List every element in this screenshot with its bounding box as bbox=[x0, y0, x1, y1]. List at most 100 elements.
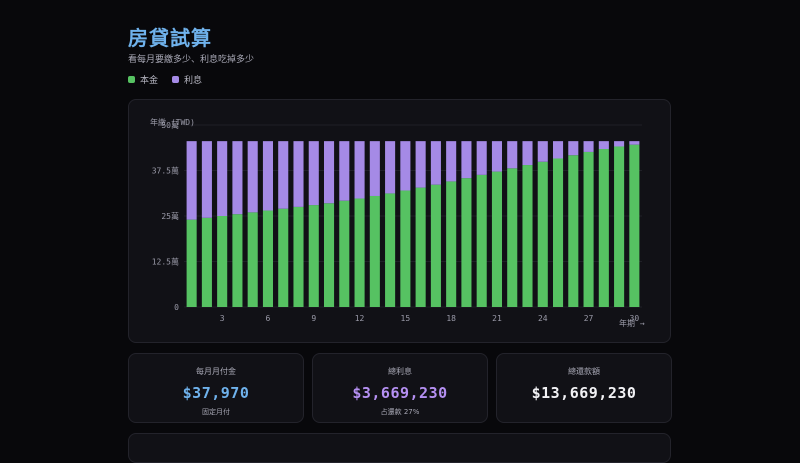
legend-label-principal: 本金 bbox=[140, 76, 159, 86]
bar-principal-year-28[interactable] bbox=[598, 149, 609, 307]
bar-interest-year-21[interactable] bbox=[491, 141, 503, 172]
bar-principal-year-27[interactable] bbox=[583, 151, 594, 307]
x-tick-label: 18 bbox=[446, 314, 456, 323]
bar-interest-year-10[interactable] bbox=[323, 141, 335, 204]
bar-interest-year-6[interactable] bbox=[262, 141, 274, 211]
mortgage-calculator-page: 房貸試算 看每月要繳多少、利息吃掉多少 本金 利息 0 12.5萬 25萬 37.5萬… bbox=[128, 26, 672, 463]
bar-interest-year-4[interactable] bbox=[232, 141, 243, 215]
stat-value-total-repayment: $13,669,230 bbox=[531, 384, 637, 402]
bar-interest-year-27[interactable] bbox=[583, 141, 594, 152]
bar-principal-year-1[interactable] bbox=[186, 219, 197, 307]
bar-principal-year-14[interactable] bbox=[385, 193, 396, 307]
bar-interest-year-5[interactable] bbox=[247, 141, 258, 213]
bar-principal-year-11[interactable] bbox=[339, 200, 350, 307]
legend-item-principal[interactable]: 本金 bbox=[128, 73, 158, 86]
bar-interest-year-26[interactable] bbox=[568, 141, 579, 156]
bar-principal-year-12[interactable] bbox=[354, 198, 365, 307]
bar-principal-year-22[interactable] bbox=[507, 168, 518, 307]
x-tick-label: 21 bbox=[492, 314, 502, 323]
x-tick-label: 12 bbox=[355, 314, 365, 323]
bar-principal-year-26[interactable] bbox=[568, 155, 579, 307]
bar-principal-year-29[interactable] bbox=[614, 146, 625, 307]
bar-interest-year-2[interactable] bbox=[201, 141, 212, 218]
y-axis-ticks: 0 12.5萬 25萬 37.5萬 50萬 bbox=[152, 120, 179, 312]
stat-value-total-interest: $3,669,230 bbox=[352, 384, 448, 402]
bar-principal-year-4[interactable] bbox=[232, 214, 243, 307]
chart-grid bbox=[184, 124, 642, 308]
bar-principal-year-23[interactable] bbox=[522, 165, 533, 307]
stat-note: 占還款 27% bbox=[380, 408, 420, 416]
x-tick-label: 30 bbox=[630, 314, 640, 323]
bar-principal-year-8[interactable] bbox=[293, 206, 304, 307]
bar-principal-year-19[interactable] bbox=[461, 178, 472, 307]
principal-swatch-icon bbox=[128, 76, 135, 83]
bar-interest-year-12[interactable] bbox=[354, 141, 365, 199]
chart-card: 0 12.5萬 25萬 37.5萬 50萬 3 6 9 12 15 18 21 24 27 30 年繳 (… bbox=[128, 99, 671, 343]
bar-principal-year-10[interactable] bbox=[323, 203, 335, 307]
bar-interest-year-9[interactable] bbox=[308, 141, 319, 206]
bar-interest-year-30[interactable] bbox=[629, 141, 640, 145]
bar-principal-year-24[interactable] bbox=[537, 161, 548, 307]
x-tick-label: 15 bbox=[401, 314, 411, 323]
y-tick-label: 50萬 bbox=[161, 120, 179, 130]
bar-interest-year-3[interactable] bbox=[217, 141, 228, 216]
bar-interest-year-29[interactable] bbox=[614, 141, 625, 147]
bar-interest-year-15[interactable] bbox=[400, 141, 411, 191]
bar-interest-year-23[interactable] bbox=[522, 141, 533, 166]
y-tick-label: 12.5萬 bbox=[152, 257, 179, 267]
stat-label: 總還款額 bbox=[568, 367, 600, 376]
legend-item-interest[interactable]: 利息 bbox=[172, 73, 202, 86]
x-axis-label: 年期 → bbox=[619, 318, 645, 328]
bar-principal-year-15[interactable] bbox=[400, 190, 411, 307]
x-tick-label: 6 bbox=[266, 314, 271, 323]
bar-principal-year-30[interactable] bbox=[629, 144, 640, 307]
bar-principal-year-6[interactable] bbox=[262, 210, 274, 307]
bar-interest-year-19[interactable] bbox=[461, 141, 472, 179]
bar-interest-year-24[interactable] bbox=[537, 141, 548, 162]
details-card bbox=[128, 433, 671, 463]
page-title: 房貸試算 bbox=[128, 26, 212, 50]
bar-principal-year-21[interactable] bbox=[491, 171, 503, 307]
chart-legend: 本金 利息 bbox=[128, 73, 202, 86]
stacked-bar-chart: 0 12.5萬 25萬 37.5萬 50萬 3 6 9 12 15 18 21 24 27 30 年繳 (… bbox=[150, 117, 645, 328]
x-tick-label: 3 bbox=[220, 314, 225, 323]
x-axis-ticks: 3 6 9 12 15 18 21 24 27 30 bbox=[220, 314, 640, 323]
y-tick-label: 0 bbox=[174, 303, 179, 312]
bar-interest-year-16[interactable] bbox=[415, 141, 426, 188]
bar-interest-year-17[interactable] bbox=[430, 141, 441, 185]
stat-value-monthly-payment: $37,970 bbox=[182, 384, 250, 402]
bar-interest-year-14[interactable] bbox=[385, 141, 396, 194]
bar-principal-year-7[interactable] bbox=[278, 208, 289, 307]
bar-principal-year-16[interactable] bbox=[415, 187, 426, 307]
bar-interest-year-18[interactable] bbox=[446, 141, 457, 182]
y-tick-label: 37.5萬 bbox=[152, 166, 179, 176]
x-tick-label: 24 bbox=[538, 314, 548, 323]
bar-principal-year-5[interactable] bbox=[247, 212, 258, 307]
bar-principal-year-2[interactable] bbox=[201, 217, 212, 307]
bar-principal-year-3[interactable] bbox=[217, 216, 228, 307]
bar-principal-year-20[interactable] bbox=[476, 174, 487, 307]
bar-interest-year-1[interactable] bbox=[186, 141, 197, 220]
bar-principal-year-18[interactable] bbox=[446, 181, 457, 307]
bar-principal-year-25[interactable] bbox=[552, 158, 564, 307]
stat-card-total-repayment: 總還款額 $13,669,230 bbox=[496, 353, 672, 423]
bar-interest-year-22[interactable] bbox=[507, 141, 518, 169]
bar-interest-year-28[interactable] bbox=[598, 141, 609, 150]
interest-swatch-icon bbox=[172, 76, 180, 83]
legend-label-interest: 利息 bbox=[184, 76, 203, 86]
stat-label: 每月月付金 bbox=[196, 367, 236, 376]
bar-interest-year-25[interactable] bbox=[552, 141, 564, 159]
y-axis-label: 年繳 (TWD) bbox=[150, 117, 195, 127]
bar-interest-year-11[interactable] bbox=[339, 141, 350, 201]
x-tick-label: 9 bbox=[311, 314, 316, 323]
x-tick-label: 27 bbox=[584, 314, 594, 323]
stat-note: 固定月付 bbox=[202, 408, 230, 416]
stat-card-total-interest: 總利息 $3,669,230 占還款 27% bbox=[312, 353, 488, 423]
bar-interest-year-8[interactable] bbox=[293, 141, 304, 207]
bar-interest-year-13[interactable] bbox=[369, 141, 380, 196]
bar-principal-year-9[interactable] bbox=[308, 205, 319, 307]
bar-principal-year-17[interactable] bbox=[430, 184, 441, 307]
bar-interest-year-7[interactable] bbox=[278, 141, 289, 209]
bar-principal-year-13[interactable] bbox=[369, 195, 380, 307]
bar-interest-year-20[interactable] bbox=[476, 141, 487, 175]
